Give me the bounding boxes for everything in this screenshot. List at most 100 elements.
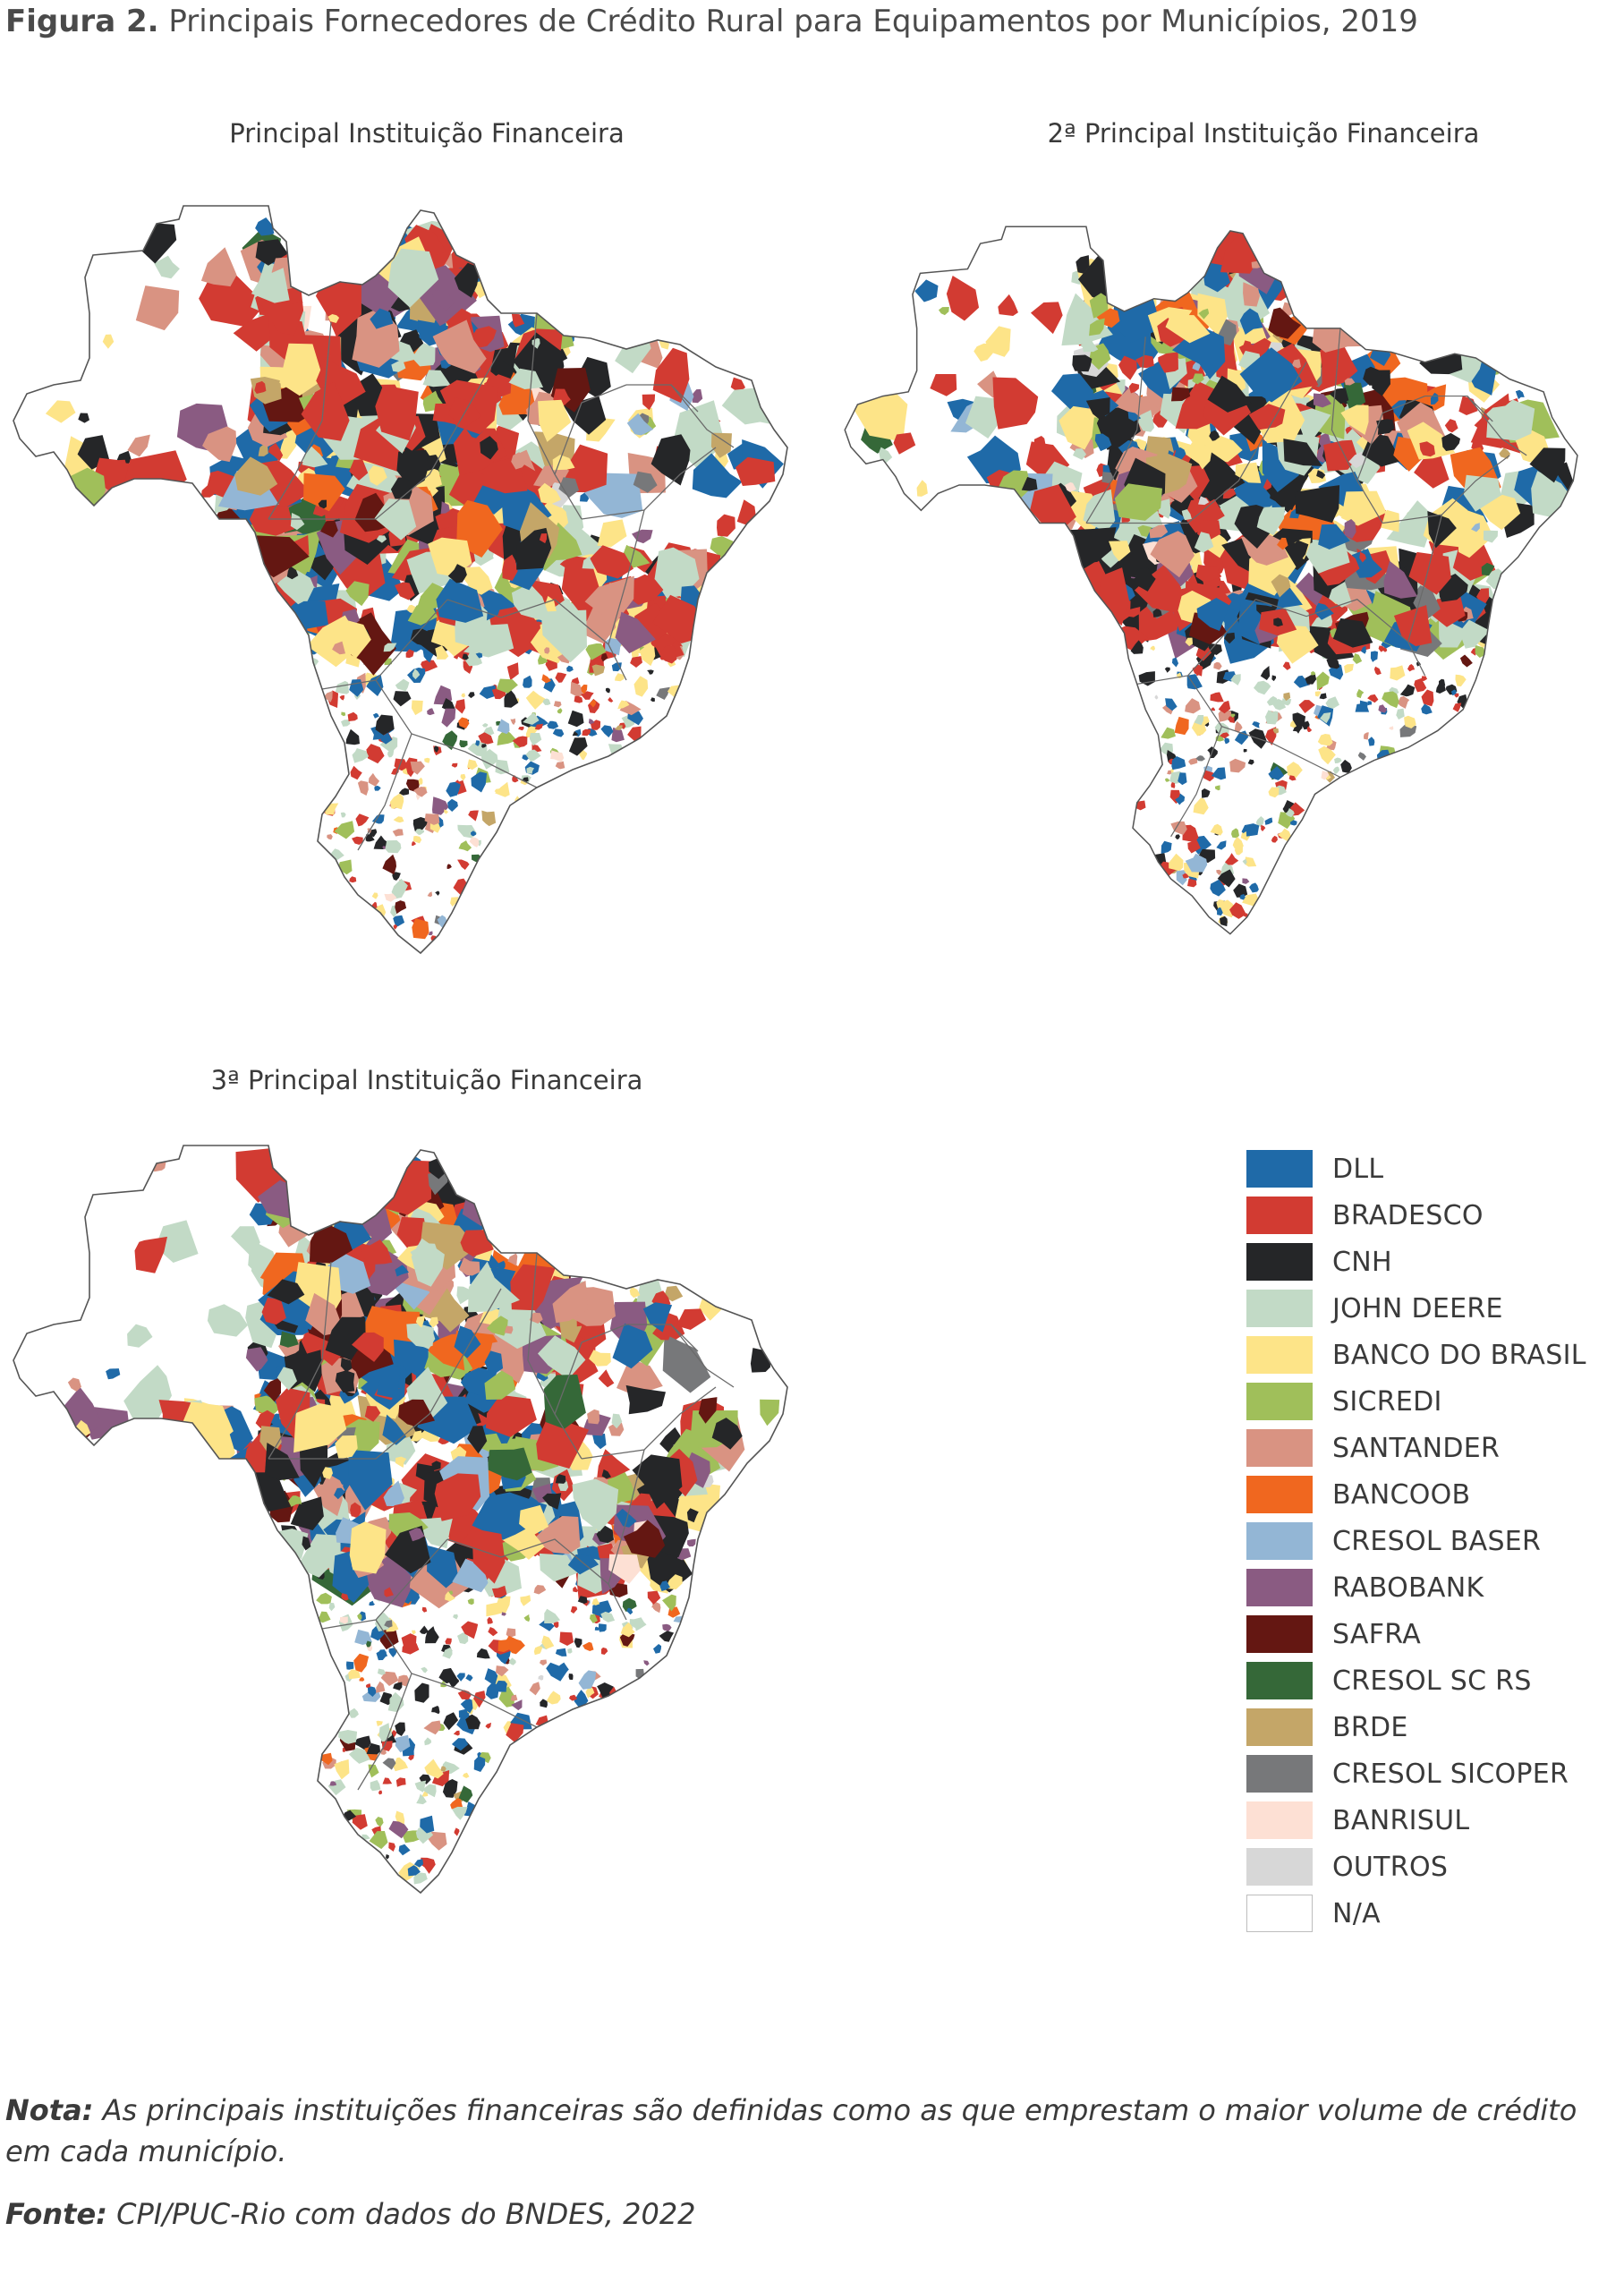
- municipality-patch: [1211, 707, 1216, 711]
- municipality-patch: [1187, 839, 1201, 854]
- municipality-patch: [1209, 430, 1220, 441]
- municipality-patch: [642, 394, 656, 411]
- municipality-patch: [946, 275, 980, 321]
- municipality-patch: [345, 581, 370, 607]
- municipality-patch: [567, 1554, 599, 1575]
- municipality-patch: [608, 1421, 625, 1436]
- municipality-patch: [471, 830, 477, 837]
- municipality-patch: [45, 400, 76, 423]
- legend-item: CNH: [1246, 1239, 1586, 1285]
- municipality-patch: [1186, 878, 1197, 888]
- municipality-patch: [582, 728, 591, 737]
- legend-swatch: [1246, 1755, 1313, 1793]
- municipality-patch: [1149, 524, 1169, 539]
- municipality-patch: [559, 558, 570, 567]
- municipality-patch: [1261, 824, 1266, 831]
- municipality-patch: [614, 725, 623, 731]
- municipality-patch: [1281, 698, 1292, 706]
- municipality-patch: [1389, 726, 1394, 730]
- municipality-patch: [1340, 405, 1369, 436]
- municipality-patch: [1404, 715, 1416, 728]
- municipality-patch: [523, 1614, 531, 1622]
- municipality-patch: [1191, 719, 1207, 737]
- municipality-patch: [966, 435, 1021, 484]
- state-border: [527, 312, 582, 520]
- municipality-patch: [590, 1614, 598, 1623]
- municipality-patch: [1268, 307, 1301, 339]
- municipality-patch: [411, 1430, 423, 1442]
- state-border: [1331, 328, 1383, 524]
- municipality-patch: [893, 432, 916, 455]
- municipality-patch: [608, 1554, 641, 1584]
- municipality-patch: [78, 413, 89, 423]
- municipality-patch: [552, 728, 565, 737]
- municipality-patch: [245, 1347, 268, 1372]
- municipality-patch: [536, 1415, 590, 1469]
- municipality-patch: [375, 714, 395, 736]
- municipality-patch: [1094, 433, 1112, 452]
- municipality-patch: [659, 645, 677, 664]
- municipality-patch: [340, 1616, 348, 1624]
- municipality-patch: [1101, 472, 1115, 483]
- municipality-patch: [361, 1239, 393, 1265]
- municipality-patch: [1167, 770, 1172, 775]
- municipality-patch: [425, 1626, 439, 1644]
- municipality-patch: [465, 1674, 473, 1682]
- municipality-patch: [513, 332, 562, 395]
- municipality-patch: [1126, 606, 1141, 617]
- figure-title-text: Principais Fornecedores de Crédito Rural…: [168, 4, 1418, 39]
- municipality-patch: [1234, 720, 1243, 733]
- municipality-patch: [639, 643, 656, 667]
- municipality-patch: [290, 1496, 324, 1530]
- legend-item: BRDE: [1246, 1704, 1586, 1750]
- municipality-patch: [1397, 695, 1410, 709]
- municipality-patch: [566, 665, 574, 672]
- municipality-patch: [445, 1591, 455, 1602]
- municipality-patch: [335, 1370, 355, 1393]
- municipality-patch: [1137, 410, 1154, 432]
- municipality-patch: [408, 1528, 425, 1542]
- municipality-patch: [559, 1631, 574, 1646]
- municipality-patch: [302, 1536, 311, 1551]
- municipality-patch: [1486, 399, 1535, 441]
- municipality-patch: [431, 1770, 450, 1787]
- municipality-patch: [1292, 712, 1306, 728]
- municipality-patch: [647, 1590, 661, 1605]
- municipality-patch: [506, 1628, 516, 1639]
- municipality-patch: [1198, 848, 1216, 864]
- municipality-patch: [547, 720, 559, 729]
- municipality-patch: [1390, 665, 1406, 681]
- state-border: [446, 1538, 609, 1585]
- municipality-patch: [525, 724, 539, 738]
- municipality-patch: [1444, 419, 1458, 433]
- source-label: Fonte:: [5, 2197, 107, 2231]
- municipality-patch: [453, 1614, 458, 1620]
- legend-item: BANCO DO BRASIL: [1246, 1332, 1586, 1378]
- state-border: [268, 321, 332, 520]
- country-border: [844, 226, 1578, 935]
- legend-item: RABOBANK: [1246, 1564, 1586, 1611]
- municipality-patch: [445, 1638, 452, 1645]
- source-text: CPI/PUC-Rio com dados do BNDES, 2022: [106, 2197, 696, 2231]
- municipality-patch: [1356, 688, 1365, 699]
- municipality-patch: [555, 761, 565, 770]
- municipality-patch: [659, 1631, 675, 1642]
- municipality-patch: [1289, 540, 1309, 562]
- municipality-patch: [412, 343, 436, 367]
- legend-item: N/A: [1246, 1890, 1586, 1937]
- municipality-patch: [1194, 715, 1204, 726]
- municipality-patch: [1319, 693, 1327, 700]
- municipality-patch: [1376, 419, 1395, 435]
- municipality-patch: [468, 692, 475, 699]
- municipality-patch: [1438, 678, 1446, 689]
- municipality-patch: [412, 841, 416, 846]
- municipality-patch: [451, 1738, 469, 1751]
- municipality-patch: [395, 582, 415, 600]
- municipality-patch: [497, 1639, 510, 1653]
- state-border: [1356, 395, 1425, 481]
- municipality-patch: [475, 652, 483, 659]
- municipality-patch: [387, 1691, 404, 1713]
- municipality-patch: [1268, 787, 1280, 798]
- municipality-patch: [1243, 748, 1247, 753]
- legend-swatch: [1246, 1150, 1313, 1188]
